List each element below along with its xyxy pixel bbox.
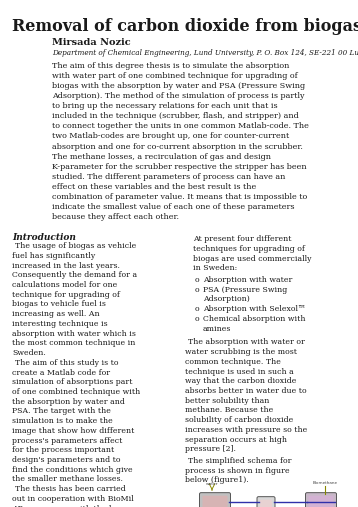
Text: in Sweden:: in Sweden: (193, 264, 237, 272)
Text: absorbs better in water due to: absorbs better in water due to (185, 387, 306, 395)
Text: o: o (195, 276, 200, 284)
Text: better solubility than: better solubility than (185, 396, 269, 405)
Text: process's parameters affect: process's parameters affect (12, 437, 122, 445)
Text: common technique. The: common technique. The (185, 358, 281, 366)
Text: way that the carbon dioxide: way that the carbon dioxide (185, 377, 296, 385)
Text: create a Matlab code for: create a Matlab code for (12, 369, 110, 377)
Text: The simplified schema for: The simplified schema for (188, 457, 291, 465)
Text: calculations model for one: calculations model for one (12, 281, 117, 289)
Text: PSA. The target with the: PSA. The target with the (12, 408, 111, 415)
FancyBboxPatch shape (260, 500, 272, 507)
Text: to connect together the units in one common Matlab-code. The: to connect together the units in one com… (52, 122, 309, 130)
Text: the absorption by water and: the absorption by water and (12, 397, 125, 406)
Text: AB, a company with the long: AB, a company with the long (12, 504, 126, 507)
Text: image that show how different: image that show how different (12, 427, 134, 435)
Text: biogas are used commercially: biogas are used commercially (193, 255, 311, 263)
Text: amines: amines (203, 324, 231, 333)
Text: Chemical absorption with: Chemical absorption with (203, 315, 305, 323)
Text: simulation of absorptions part: simulation of absorptions part (12, 378, 132, 386)
Text: included in the technique (scrubber, flash, and stripper) and: included in the technique (scrubber, fla… (52, 113, 299, 120)
FancyBboxPatch shape (199, 493, 231, 507)
Text: effect on these variables and the best result is the: effect on these variables and the best r… (52, 183, 256, 191)
Text: for the process important: for the process important (12, 446, 114, 454)
Text: The thesis has been carried: The thesis has been carried (15, 485, 126, 493)
Text: fuel has significantly: fuel has significantly (12, 252, 95, 260)
Text: design's parameters and to: design's parameters and to (12, 456, 121, 464)
Text: K-parameter for the scrubber respective the stripper has been: K-parameter for the scrubber respective … (52, 163, 306, 171)
Text: The aim of this degree thesis is to simulate the absorption: The aim of this degree thesis is to simu… (52, 62, 289, 70)
Text: to bring up the necessary relations for each unit that is: to bring up the necessary relations for … (52, 102, 277, 111)
Text: of one combined technique with: of one combined technique with (12, 388, 140, 396)
Text: studied. The different parameters of process can have an: studied. The different parameters of pro… (52, 173, 285, 181)
Text: separation occurs at high: separation occurs at high (185, 436, 287, 444)
Text: The aim of this study is to: The aim of this study is to (15, 359, 118, 367)
Text: biogas with the absorption by water and PSA (Pressure Swing: biogas with the absorption by water and … (52, 82, 305, 90)
Text: increasing as well. An: increasing as well. An (12, 310, 100, 318)
Text: Sweden.: Sweden. (12, 349, 46, 357)
Text: technique for upgrading of: technique for upgrading of (12, 291, 120, 299)
Text: methane. Because the: methane. Because the (185, 407, 273, 414)
Text: because they affect each other.: because they affect each other. (52, 213, 179, 221)
Text: The usage of biogas as vehicle: The usage of biogas as vehicle (15, 242, 136, 250)
Text: Department of Chemical Engineering, Lund University, P. O. Box 124, SE-221 00 Lu: Department of Chemical Engineering, Lund… (52, 49, 358, 57)
Text: The absorption with water or: The absorption with water or (188, 338, 305, 346)
Text: the smaller methane losses.: the smaller methane losses. (12, 476, 123, 484)
Text: Biomethane: Biomethane (313, 481, 338, 485)
Text: indicate the smallest value of each one of these parameters: indicate the smallest value of each one … (52, 203, 295, 211)
Text: Absorption with Selexol™: Absorption with Selexol™ (203, 305, 306, 313)
Text: PSA (Pressure Swing: PSA (Pressure Swing (203, 286, 287, 294)
Text: with water part of one combined technique for upgrading of: with water part of one combined techniqu… (52, 72, 297, 80)
Text: technique is used in such a: technique is used in such a (185, 368, 294, 376)
Text: o: o (195, 305, 200, 313)
Text: Absorption with water: Absorption with water (203, 276, 292, 284)
Text: At present four different: At present four different (193, 235, 291, 243)
Text: increases with pressure so the: increases with pressure so the (185, 426, 307, 434)
Text: solubility of carbon dioxide: solubility of carbon dioxide (185, 416, 293, 424)
Text: Mirsada Nozic: Mirsada Nozic (52, 38, 131, 47)
Text: water: water (206, 482, 218, 486)
FancyBboxPatch shape (309, 496, 334, 507)
Text: absorption and one for co-current absorption in the scrubber.: absorption and one for co-current absorp… (52, 142, 303, 151)
Text: water scrubbing is the most: water scrubbing is the most (185, 348, 297, 356)
Text: techniques for upgrading of: techniques for upgrading of (193, 245, 305, 253)
Text: below (figure1).: below (figure1). (185, 477, 249, 485)
Text: increased in the last years.: increased in the last years. (12, 262, 120, 270)
Text: process is shown in figure: process is shown in figure (185, 467, 290, 475)
Text: Adsorption): Adsorption) (203, 296, 250, 304)
Text: two Matlab-codes are brought up, one for counter-current: two Matlab-codes are brought up, one for… (52, 132, 289, 140)
Text: absorption with water which is: absorption with water which is (12, 330, 136, 338)
Text: Introduction: Introduction (12, 233, 76, 242)
FancyBboxPatch shape (257, 497, 275, 507)
Text: biogas to vehicle fuel is: biogas to vehicle fuel is (12, 301, 106, 308)
Text: o: o (195, 315, 200, 323)
FancyBboxPatch shape (203, 496, 227, 507)
Text: the most common technique in: the most common technique in (12, 339, 135, 347)
Text: Removal of carbon dioxide from biogas: Removal of carbon dioxide from biogas (12, 18, 358, 35)
Text: find the conditions which give: find the conditions which give (12, 466, 132, 474)
Text: Consequently the demand for a: Consequently the demand for a (12, 271, 137, 279)
Text: The methane losses, a recirculation of gas and design: The methane losses, a recirculation of g… (52, 153, 271, 161)
Text: simulation is to make the: simulation is to make the (12, 417, 113, 425)
Text: interesting technique is: interesting technique is (12, 320, 108, 328)
Text: Adsorption). The method of the simulation of process is partly: Adsorption). The method of the simulatio… (52, 92, 305, 100)
Text: pressure [2].: pressure [2]. (185, 445, 236, 453)
Text: o: o (195, 286, 200, 294)
Text: out in cooperation with BioMil: out in cooperation with BioMil (12, 495, 134, 503)
Text: combination of parameter value. It means that is impossible to: combination of parameter value. It means… (52, 193, 307, 201)
FancyBboxPatch shape (305, 493, 337, 507)
